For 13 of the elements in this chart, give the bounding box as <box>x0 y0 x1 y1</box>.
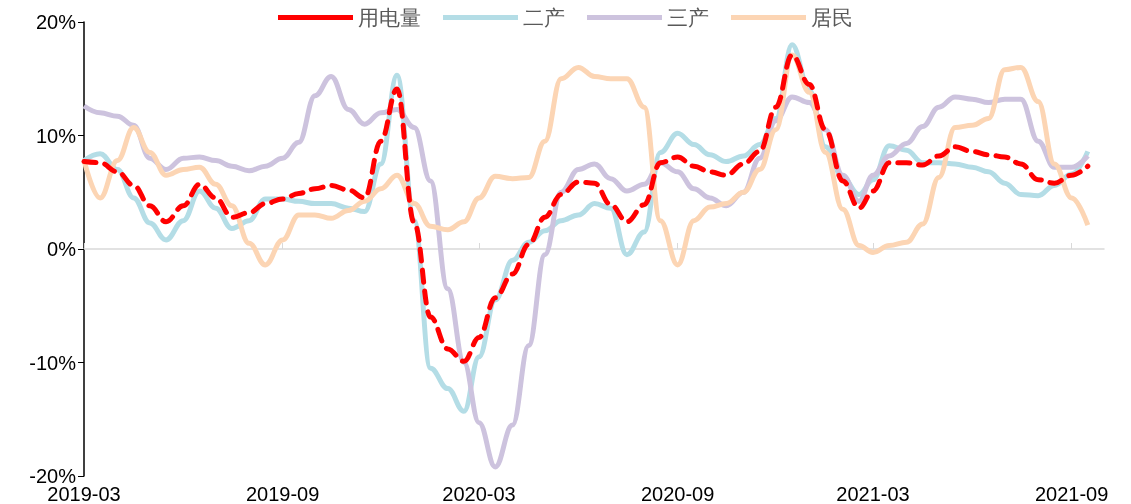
x-tick-label: 2020-09 <box>640 483 715 504</box>
y-tick-label: 0% <box>47 238 77 260</box>
legend-label: 二产 <box>523 5 565 30</box>
x-tick-label: 2019-09 <box>245 483 320 504</box>
y-tick-label: 10% <box>35 124 77 147</box>
legend-label: 居民 <box>811 5 853 30</box>
y-tick-label: -10% <box>29 351 77 374</box>
x-tick-label: 2021-09 <box>1034 483 1109 504</box>
x-tick-label: 2021-03 <box>836 483 910 504</box>
legend-label: 用电量 <box>358 5 421 30</box>
legend-label: 三产 <box>667 5 709 30</box>
x-tick-label: 2020-03 <box>442 483 516 504</box>
y-tick-label: 20% <box>35 11 77 33</box>
